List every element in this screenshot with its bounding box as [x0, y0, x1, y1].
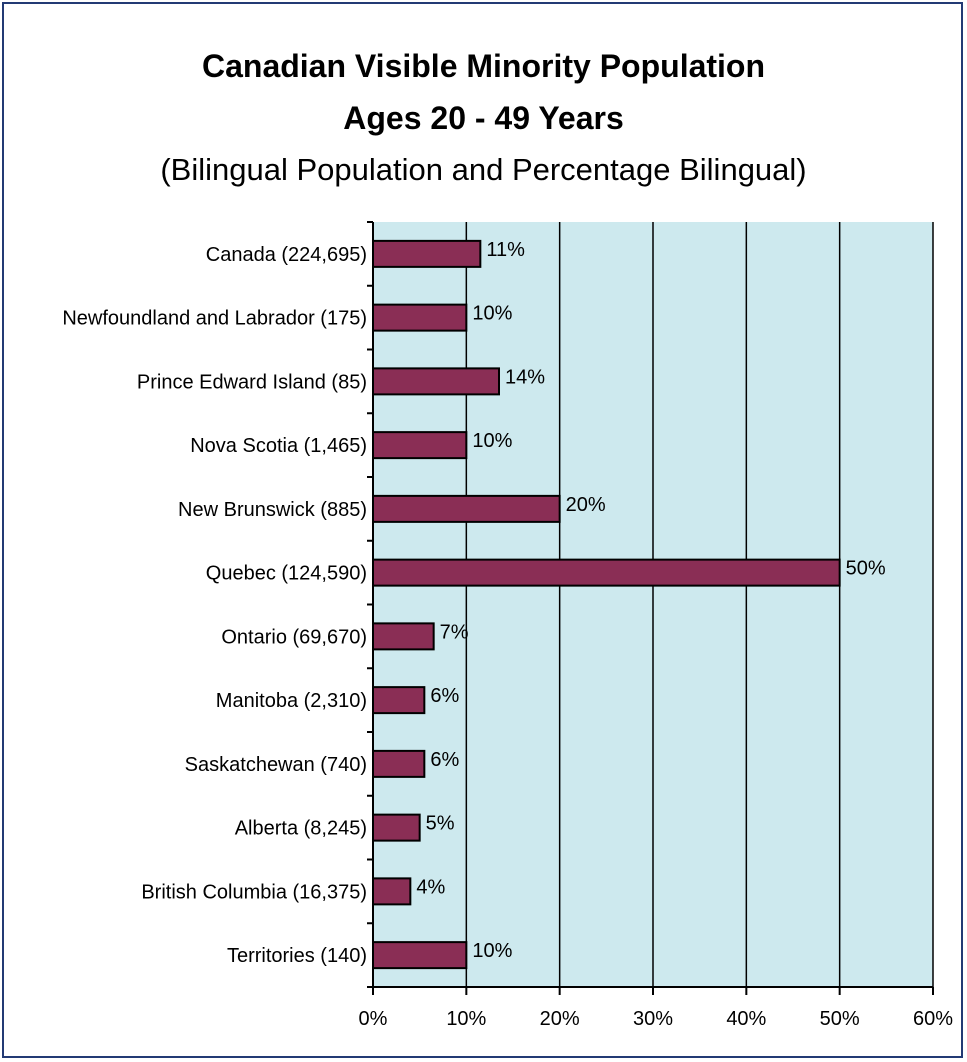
bar — [372, 494, 561, 523]
value-label: 50% — [846, 558, 886, 580]
bar — [372, 622, 435, 651]
value-label: 6% — [430, 685, 459, 707]
value-label: 5% — [426, 813, 455, 835]
bar — [372, 686, 426, 715]
bar — [372, 558, 841, 587]
value-label: 6% — [430, 749, 459, 771]
value-label: 10% — [472, 940, 512, 962]
category-label: Nova Scotia (1,465) — [190, 435, 367, 457]
x-tick-label: 30% — [633, 1008, 673, 1030]
chart-title-block: Canadian Visible Minority Population Age… — [0, 40, 967, 196]
bar — [372, 431, 468, 460]
chart-subtitle: (Bilingual Population and Percentage Bil… — [160, 152, 807, 187]
value-label: 14% — [505, 366, 545, 388]
category-label: Prince Edward Island (85) — [137, 371, 367, 393]
chart-title-line2: Ages 20 - 49 Years — [343, 100, 624, 136]
value-label: 20% — [566, 494, 606, 516]
x-tick-label: 60% — [913, 1008, 953, 1030]
bar — [372, 813, 421, 842]
bar — [372, 239, 482, 268]
category-label: Canada (224,695) — [206, 244, 367, 266]
bar — [372, 877, 412, 906]
x-tick-label: 40% — [726, 1008, 766, 1030]
value-label: 4% — [416, 876, 445, 898]
category-label: Alberta (8,245) — [235, 818, 367, 840]
category-label: British Columbia (16,375) — [141, 881, 367, 903]
category-label: Territories (140) — [227, 945, 367, 967]
value-label: 10% — [472, 303, 512, 325]
category-label: Saskatchewan (740) — [185, 754, 367, 776]
category-label: Quebec (124,590) — [206, 563, 367, 585]
value-label: 11% — [486, 239, 525, 261]
x-tick-label: 50% — [820, 1008, 860, 1030]
value-label: 7% — [440, 621, 469, 643]
category-label: Manitoba (2,310) — [216, 690, 367, 712]
category-label: New Brunswick (885) — [178, 499, 367, 521]
category-label: Ontario (69,670) — [221, 626, 367, 648]
value-label: 10% — [472, 430, 512, 452]
x-tick-label: 20% — [540, 1008, 580, 1030]
chart-title: Canadian Visible Minority Population — [201, 48, 766, 84]
bar — [372, 303, 468, 332]
bar — [372, 749, 426, 778]
bar — [372, 367, 500, 396]
x-tick-label: 10% — [446, 1008, 486, 1030]
bar — [372, 941, 468, 970]
category-label: Newfoundland and Labrador (175) — [62, 308, 367, 330]
x-tick-label: 0% — [359, 1008, 388, 1030]
